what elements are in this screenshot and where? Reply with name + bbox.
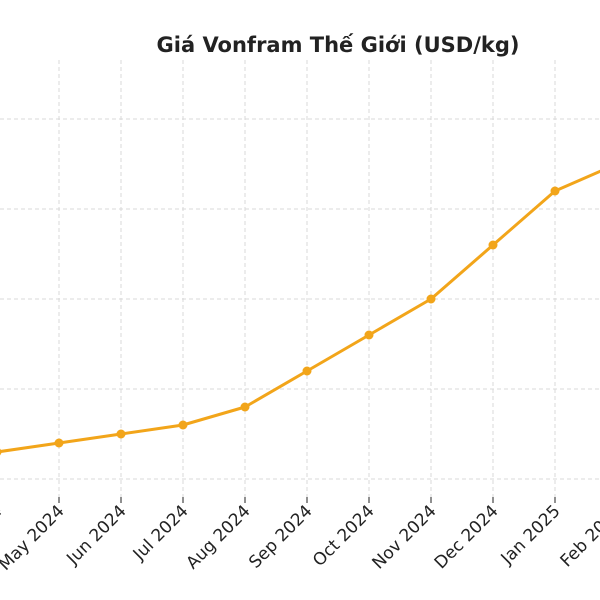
point — [426, 294, 436, 304]
x-tick-label: Jun 2024 — [62, 501, 130, 569]
point — [488, 240, 498, 250]
x-tick-label: Oct 2024 — [309, 501, 378, 570]
point — [116, 429, 126, 439]
point — [178, 420, 188, 430]
chart-title: Giá Vonfram Thế Giới (USD/kg) — [157, 33, 520, 57]
x-tick-label: Nov 2024 — [369, 501, 441, 573]
point — [54, 438, 64, 448]
x-tick-label: Jul 2024 — [129, 501, 193, 565]
x-tick-label: Dec 2024 — [431, 501, 503, 573]
x-tick-label: May 2024 — [0, 501, 69, 574]
point — [302, 366, 312, 376]
x-tick-label: Sep 2024 — [245, 501, 316, 572]
point — [240, 402, 250, 412]
point — [0, 448, 2, 456]
x-tick-label: Jan 2025 — [497, 501, 565, 569]
line — [0, 169, 600, 454]
point — [364, 330, 374, 340]
point — [550, 186, 560, 196]
x-tick-label: Feb 2025 — [557, 501, 600, 571]
x-tick-label: Aug 2024 — [182, 501, 254, 573]
